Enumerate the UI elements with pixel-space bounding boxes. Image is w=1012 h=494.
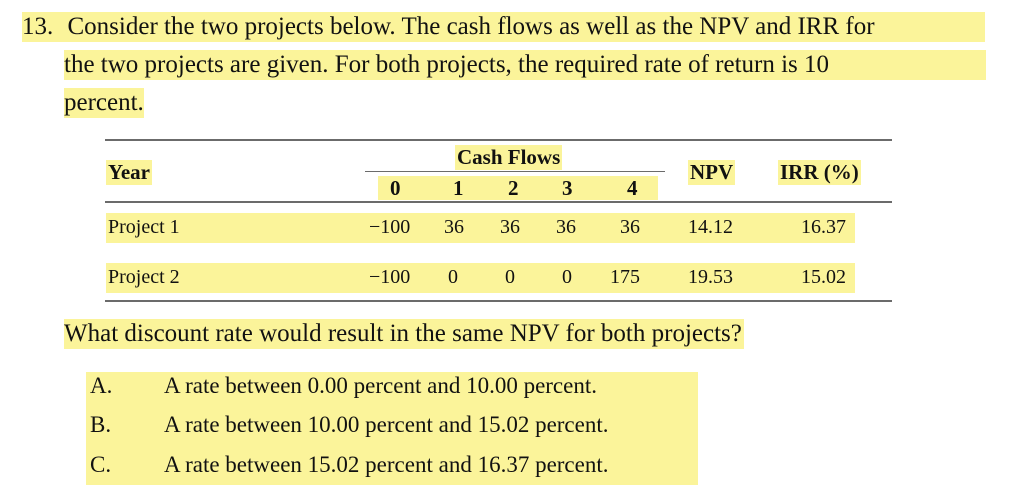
npv-cell: 19.53 bbox=[688, 266, 733, 288]
cash-flow-cell: −100 bbox=[369, 216, 411, 238]
cash-flow-cell: 36 bbox=[500, 216, 520, 238]
question-line-2: the two projects are given. For both pro… bbox=[64, 50, 986, 80]
irr-cell: 16.37 bbox=[801, 216, 846, 238]
table-top-rule bbox=[105, 139, 892, 141]
cash-flow-cell: −100 bbox=[369, 266, 411, 288]
option-letter: C. bbox=[90, 452, 112, 477]
year-header: Year bbox=[106, 160, 152, 185]
cash-flow-cell: 36 bbox=[444, 216, 464, 238]
table-row-band-1 bbox=[106, 213, 855, 243]
question-text-1: Consider the two projects below. The cas… bbox=[67, 13, 875, 40]
table-row-band-2 bbox=[106, 263, 855, 293]
period-0: 0 bbox=[390, 176, 401, 200]
cash-flow-cell: 36 bbox=[556, 216, 576, 238]
cash-flow-cell: 0 bbox=[562, 266, 572, 288]
row-label: Project 2 bbox=[108, 266, 180, 288]
question-prompt: What discount rate would result in the s… bbox=[64, 319, 744, 349]
period-3: 3 bbox=[562, 176, 573, 200]
period-header-row bbox=[378, 176, 658, 200]
cash-flows-header: Cash Flows bbox=[455, 145, 563, 170]
cash-flows-rule bbox=[365, 171, 665, 172]
option-text: A rate between 10.00 percent and 15.02 p… bbox=[164, 412, 609, 437]
cash-flow-cell: 0 bbox=[448, 266, 458, 288]
npv-cell: 14.12 bbox=[688, 216, 733, 238]
irr-header: IRR (%) bbox=[778, 160, 861, 185]
table-header-rule bbox=[105, 201, 892, 203]
npv-header: NPV bbox=[688, 160, 736, 185]
row-label: Project 1 bbox=[108, 216, 180, 238]
period-1: 1 bbox=[453, 176, 464, 200]
options-highlight bbox=[86, 372, 698, 485]
option-text: A rate between 0.00 percent and 10.00 pe… bbox=[164, 373, 597, 398]
table-bottom-rule bbox=[105, 300, 892, 302]
period-2: 2 bbox=[508, 176, 519, 200]
option-letter: B. bbox=[90, 412, 112, 437]
cash-flow-cell: 36 bbox=[620, 216, 640, 238]
option-letter: A. bbox=[90, 373, 113, 398]
irr-cell: 15.02 bbox=[801, 266, 846, 288]
question-number: 13. bbox=[22, 13, 54, 40]
cash-flow-cell: 175 bbox=[610, 266, 640, 288]
question-line-3: percent. bbox=[64, 88, 144, 118]
option-text: A rate between 15.02 percent and 16.37 p… bbox=[164, 452, 609, 477]
period-4: 4 bbox=[627, 176, 638, 200]
question-line-1: 13. Consider the two projects below. The… bbox=[22, 12, 985, 42]
cash-flow-cell: 0 bbox=[505, 266, 515, 288]
